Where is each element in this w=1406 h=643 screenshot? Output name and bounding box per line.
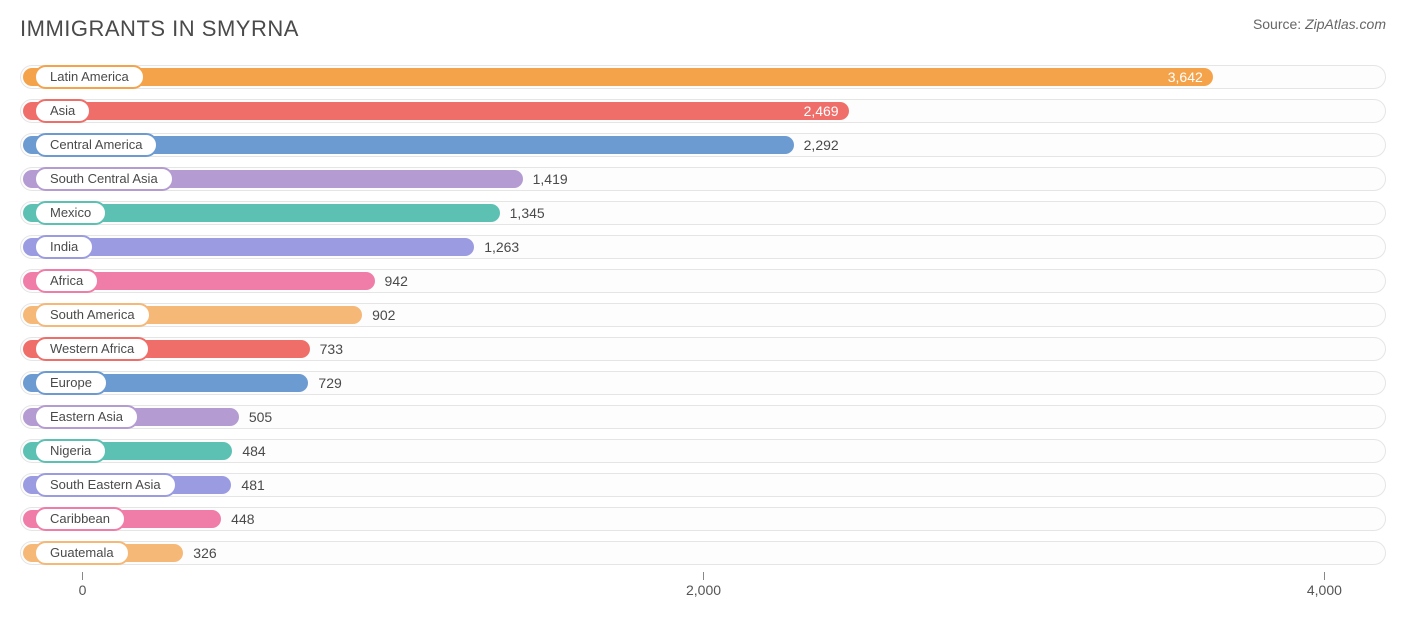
bar-label-pill: Africa <box>34 269 99 293</box>
bar-value: 942 <box>385 273 408 289</box>
source-value: ZipAtlas.com <box>1305 16 1386 32</box>
axis-tick: 2,000 <box>703 572 704 580</box>
bar-fill <box>23 68 1213 86</box>
bar-label-pill: South America <box>34 303 151 327</box>
bar-value: 733 <box>320 341 343 357</box>
bar-row: Nigeria 484 <box>20 436 1386 466</box>
bar-label-pill: Caribbean <box>34 507 126 531</box>
tick-label: 2,000 <box>686 582 721 598</box>
bar-label-pill: Mexico <box>34 201 107 225</box>
bar-fill <box>23 102 849 120</box>
bar-label-pill: South Eastern Asia <box>34 473 177 497</box>
chart-area: Latin America 3,642 Asia 2,469 Central Ameri… <box>0 50 1406 602</box>
tick-label: 0 <box>79 582 87 598</box>
tick-line <box>82 572 83 580</box>
bar-value: 1,419 <box>533 171 568 187</box>
chart-source: Source: ZipAtlas.com <box>1253 16 1386 32</box>
bar-row: Mexico 1,345 <box>20 198 1386 228</box>
bar-label-pill: Central America <box>34 133 158 157</box>
tick-line <box>1324 572 1325 580</box>
bar-value: 326 <box>193 545 216 561</box>
bar-row: Africa 942 <box>20 266 1386 296</box>
bar-label-pill: Asia <box>34 99 91 123</box>
bar-row: South America 902 <box>20 300 1386 330</box>
bar-row: Latin America 3,642 <box>20 62 1386 92</box>
bar-row: Western Africa 733 <box>20 334 1386 364</box>
bar-value: 729 <box>318 375 341 391</box>
bar-value: 1,263 <box>484 239 519 255</box>
bar-row: Europe 729 <box>20 368 1386 398</box>
source-prefix: Source: <box>1253 16 1305 32</box>
bar-label-pill: Europe <box>34 371 108 395</box>
bar-row: Caribbean 448 <box>20 504 1386 534</box>
bar-value: 505 <box>249 409 272 425</box>
bar-label-pill: Eastern Asia <box>34 405 139 429</box>
bar-row: Guatemala 326 <box>20 538 1386 568</box>
bar-label-pill: Latin America <box>34 65 145 89</box>
bar-value: 902 <box>372 307 395 323</box>
bar-row: India 1,263 <box>20 232 1386 262</box>
bar-row: Central America 2,292 <box>20 130 1386 160</box>
bar-label-pill: Western Africa <box>34 337 150 361</box>
bar-track <box>20 541 1386 565</box>
bar-row: South Central Asia 1,419 <box>20 164 1386 194</box>
bar-value: 3,642 <box>1168 69 1203 85</box>
bar-value: 2,469 <box>804 103 839 119</box>
chart-header: IMMIGRANTS IN SMYRNA Source: ZipAtlas.co… <box>0 0 1406 50</box>
bar-value: 448 <box>231 511 254 527</box>
chart-title: IMMIGRANTS IN SMYRNA <box>20 16 299 42</box>
x-axis: 0 2,000 4,000 <box>20 572 1386 602</box>
bar-label-pill: India <box>34 235 94 259</box>
bar-label-pill: South Central Asia <box>34 167 174 191</box>
tick-line <box>703 572 704 580</box>
bar-value: 2,292 <box>804 137 839 153</box>
bar-value: 481 <box>241 477 264 493</box>
bar-value: 1,345 <box>510 205 545 221</box>
bar-value: 484 <box>242 443 265 459</box>
bar-row: Eastern Asia 505 <box>20 402 1386 432</box>
chart-rows: Latin America 3,642 Asia 2,469 Central Ameri… <box>20 62 1386 568</box>
bar-row: South Eastern Asia 481 <box>20 470 1386 500</box>
bar-track <box>20 507 1386 531</box>
tick-label: 4,000 <box>1307 582 1342 598</box>
bar-row: Asia 2,469 <box>20 96 1386 126</box>
bar-label-pill: Nigeria <box>34 439 107 463</box>
axis-tick: 4,000 <box>1324 572 1325 580</box>
bar-label-pill: Guatemala <box>34 541 130 565</box>
axis-tick: 0 <box>82 572 83 580</box>
